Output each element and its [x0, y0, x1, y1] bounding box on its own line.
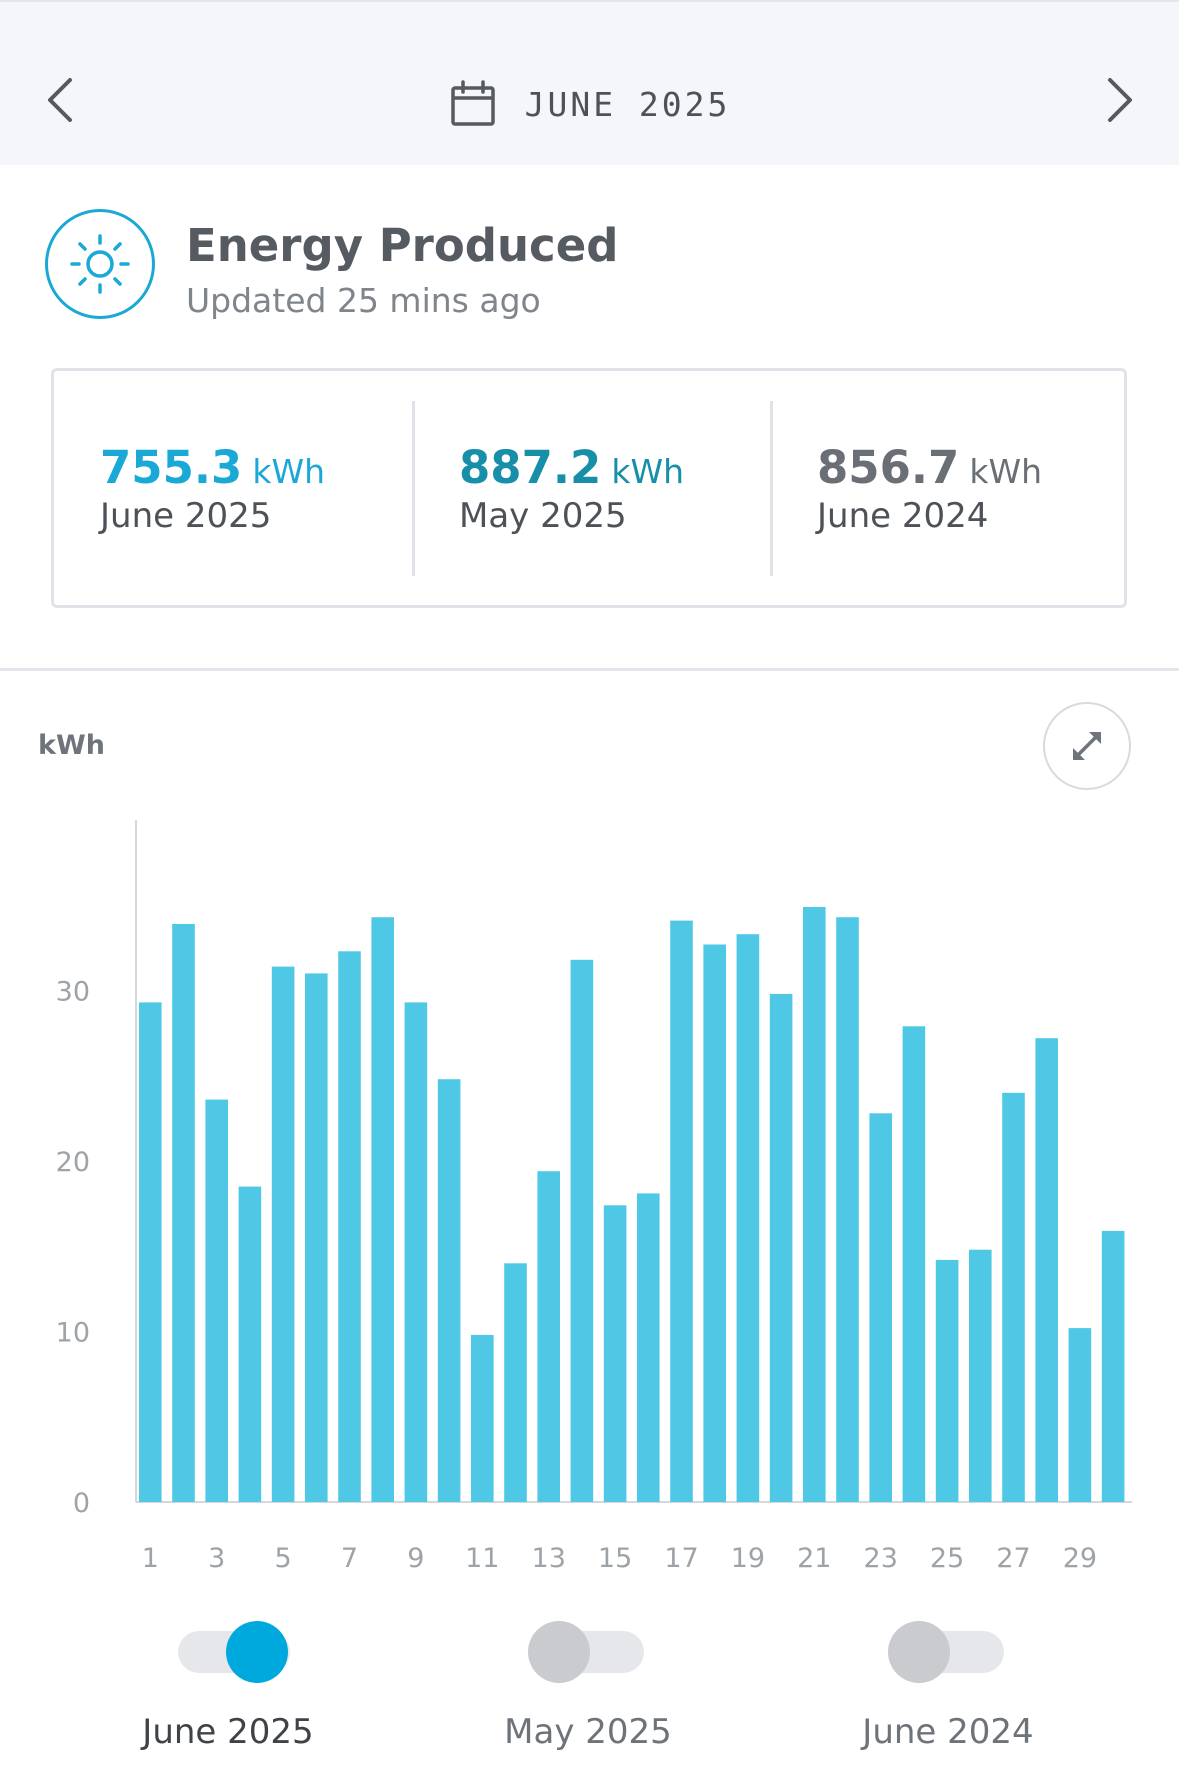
bar-day-20[interactable] [769, 993, 793, 1502]
bar-day-19[interactable] [736, 934, 760, 1502]
summary-current-month: 755.3 kWh June 2025 [100, 441, 440, 536]
bar-day-12[interactable] [504, 1263, 527, 1502]
bar-day-30[interactable] [1101, 1230, 1125, 1502]
legend-label-june-2024: June 2024 [862, 1712, 1034, 1752]
previous-month-button[interactable] [30, 60, 90, 140]
current-month-label: JUNE 2025 [524, 84, 731, 124]
bar-day-3[interactable] [205, 1099, 228, 1502]
x-tick-label: 23 [864, 1543, 898, 1574]
bar-day-24[interactable] [902, 1026, 926, 1502]
sun-icon-badge [45, 209, 155, 319]
bar-day-1[interactable] [139, 1002, 162, 1502]
bar-day-26[interactable] [969, 1249, 992, 1502]
x-tick-label: 29 [1063, 1543, 1097, 1574]
toggle-knob [528, 1621, 590, 1683]
bar-day-23[interactable] [869, 1113, 892, 1502]
bar-day-10[interactable] [437, 1079, 461, 1502]
bar-day-21[interactable] [803, 907, 826, 1502]
bar-day-9[interactable] [404, 1002, 428, 1502]
divider [770, 401, 773, 576]
legend-label-june-2025: June 2025 [142, 1712, 314, 1752]
bar-day-16[interactable] [637, 1193, 660, 1502]
x-tick-label: 7 [341, 1543, 358, 1574]
bar-day-25[interactable] [935, 1259, 959, 1502]
y-tick-label: 10 [56, 1318, 90, 1349]
bar-day-13[interactable] [537, 1171, 560, 1502]
calendar-icon [450, 80, 495, 126]
expand-icon [1073, 732, 1101, 760]
chevron-left-icon [48, 78, 72, 122]
y-tick-label: 0 [73, 1488, 90, 1519]
summary-label: June 2024 [817, 496, 989, 536]
expand-chart-button[interactable] [1043, 702, 1131, 790]
next-month-button[interactable] [1090, 60, 1150, 140]
energy-summary-card: 755.3 kWh June 2025 887.2 kWh May 2025 856… [51, 368, 1127, 608]
bar-day-14[interactable] [570, 959, 594, 1502]
divider [412, 401, 415, 576]
x-tick-label: 5 [275, 1543, 292, 1574]
bar-day-4[interactable] [238, 1186, 262, 1502]
x-tick-label: 19 [731, 1543, 765, 1574]
bar-day-29[interactable] [1068, 1328, 1092, 1502]
bar-day-8[interactable] [371, 917, 394, 1502]
bar-day-11[interactable] [471, 1334, 494, 1502]
bar-day-17[interactable] [670, 920, 693, 1502]
summary-unit: kWh [969, 452, 1042, 491]
bar-day-5[interactable] [271, 966, 295, 1502]
summary-label: May 2025 [459, 496, 627, 536]
bar-day-7[interactable] [338, 951, 361, 1502]
x-tick-label: 15 [598, 1543, 632, 1574]
series-toggle-may-2025[interactable] [528, 1615, 648, 1689]
bar-day-22[interactable] [836, 917, 859, 1502]
summary-value: 856.7 [817, 441, 960, 494]
x-tick-label: 27 [996, 1543, 1030, 1574]
x-tick-label: 3 [208, 1543, 225, 1574]
summary-unit: kWh [252, 452, 325, 491]
bar-day-27[interactable] [1002, 1092, 1025, 1502]
chevron-right-icon [1108, 78, 1132, 122]
summary-previous-month: 887.2 kWh May 2025 [459, 441, 799, 536]
summary-last-year: 856.7 kWh June 2024 [817, 441, 1157, 536]
section-divider [0, 668, 1179, 671]
month-navigation-bar: JUNE 2025 [0, 0, 1179, 165]
x-tick-label: 11 [465, 1543, 499, 1574]
x-tick-label: 9 [407, 1543, 424, 1574]
summary-value: 755.3 [100, 441, 243, 494]
x-tick-label: 1 [142, 1543, 159, 1574]
toggle-knob [888, 1621, 950, 1683]
page-title: Energy Produced [186, 219, 619, 272]
chart-unit-label: kWh [38, 730, 105, 761]
x-tick-label: 21 [797, 1543, 831, 1574]
energy-header: Energy Produced Updated 25 mins ago [45, 205, 1145, 335]
series-toggle-june-2024[interactable] [888, 1615, 1008, 1689]
bar-day-18[interactable] [703, 944, 726, 1503]
bar-day-28[interactable] [1035, 1038, 1058, 1502]
x-tick-label: 17 [664, 1543, 698, 1574]
summary-label: June 2025 [100, 496, 272, 536]
bar-day-2[interactable] [172, 924, 195, 1502]
month-selector[interactable]: JUNE 2025 [0, 74, 1179, 134]
series-toggle-june-2025[interactable] [174, 1615, 294, 1689]
bar-day-15[interactable] [603, 1205, 627, 1502]
x-tick-label: 13 [532, 1543, 566, 1574]
legend-label-may-2025: May 2025 [504, 1712, 672, 1752]
y-tick-label: 30 [56, 977, 90, 1008]
toggle-knob [226, 1621, 288, 1683]
sun-icon [70, 234, 130, 294]
x-tick-label: 25 [930, 1543, 964, 1574]
last-updated-text: Updated 25 mins ago [186, 281, 541, 320]
y-tick-label: 20 [56, 1147, 90, 1178]
summary-unit: kWh [611, 452, 684, 491]
bar-day-6[interactable] [305, 973, 328, 1502]
summary-value: 887.2 [459, 441, 602, 494]
